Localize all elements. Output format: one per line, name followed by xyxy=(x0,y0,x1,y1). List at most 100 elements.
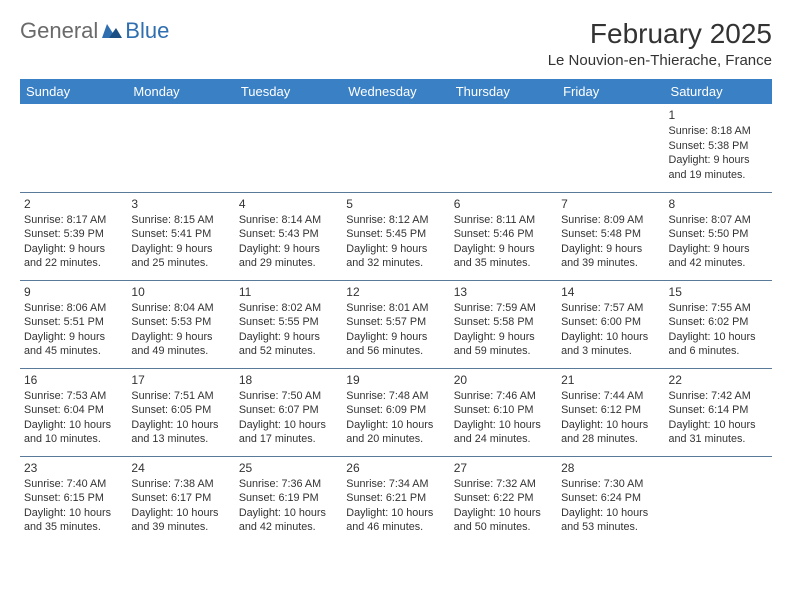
daylight-text: Daylight: 10 hours xyxy=(346,506,445,521)
sunset-text: Sunset: 6:00 PM xyxy=(561,315,660,330)
daylight-text: Daylight: 9 hours xyxy=(24,330,123,345)
sunrise-text: Sunrise: 8:09 AM xyxy=(561,213,660,228)
sunset-text: Sunset: 5:53 PM xyxy=(131,315,230,330)
sunrise-text: Sunrise: 7:34 AM xyxy=(346,477,445,492)
logo-triangle-icon xyxy=(102,20,122,43)
calendar-day-cell: 22Sunrise: 7:42 AMSunset: 6:14 PMDayligh… xyxy=(665,368,772,456)
daylight-text: and 32 minutes. xyxy=(346,256,445,271)
daylight-text: and 6 minutes. xyxy=(669,344,768,359)
sunset-text: Sunset: 6:07 PM xyxy=(239,403,338,418)
daylight-text: Daylight: 10 hours xyxy=(239,506,338,521)
location-label: Le Nouvion-en-Thierache, France xyxy=(548,52,772,69)
calendar-day-cell: 28Sunrise: 7:30 AMSunset: 6:24 PMDayligh… xyxy=(557,456,664,544)
logo: General Blue xyxy=(20,18,169,44)
calendar-day-cell: 9Sunrise: 8:06 AMSunset: 5:51 PMDaylight… xyxy=(20,280,127,368)
calendar-week-row: 23Sunrise: 7:40 AMSunset: 6:15 PMDayligh… xyxy=(20,456,772,544)
sunrise-text: Sunrise: 7:44 AM xyxy=(561,389,660,404)
sunrise-text: Sunrise: 8:18 AM xyxy=(669,124,768,139)
calendar-day-cell xyxy=(557,104,664,192)
sunrise-text: Sunrise: 7:42 AM xyxy=(669,389,768,404)
calendar-day-cell: 26Sunrise: 7:34 AMSunset: 6:21 PMDayligh… xyxy=(342,456,449,544)
sunrise-text: Sunrise: 8:06 AM xyxy=(24,301,123,316)
daylight-text: Daylight: 9 hours xyxy=(454,242,553,257)
daylight-text: and 20 minutes. xyxy=(346,432,445,447)
daylight-text: and 24 minutes. xyxy=(454,432,553,447)
sunrise-text: Sunrise: 7:59 AM xyxy=(454,301,553,316)
logo-text-blue: Blue xyxy=(125,18,169,44)
calendar-day-cell: 15Sunrise: 7:55 AMSunset: 6:02 PMDayligh… xyxy=(665,280,772,368)
calendar-table: Sunday Monday Tuesday Wednesday Thursday… xyxy=(20,79,772,544)
calendar-day-cell: 12Sunrise: 8:01 AMSunset: 5:57 PMDayligh… xyxy=(342,280,449,368)
sunset-text: Sunset: 6:19 PM xyxy=(239,491,338,506)
day-number: 5 xyxy=(346,196,445,212)
calendar-day-cell: 23Sunrise: 7:40 AMSunset: 6:15 PMDayligh… xyxy=(20,456,127,544)
daylight-text: Daylight: 10 hours xyxy=(24,506,123,521)
day-number: 6 xyxy=(454,196,553,212)
daylight-text: Daylight: 10 hours xyxy=(561,506,660,521)
weekday-header: Thursday xyxy=(450,79,557,104)
calendar-day-cell: 27Sunrise: 7:32 AMSunset: 6:22 PMDayligh… xyxy=(450,456,557,544)
daylight-text: Daylight: 10 hours xyxy=(131,506,230,521)
calendar-day-cell: 25Sunrise: 7:36 AMSunset: 6:19 PMDayligh… xyxy=(235,456,342,544)
daylight-text: and 17 minutes. xyxy=(239,432,338,447)
daylight-text: Daylight: 10 hours xyxy=(669,330,768,345)
sunset-text: Sunset: 6:17 PM xyxy=(131,491,230,506)
day-number: 13 xyxy=(454,284,553,300)
daylight-text: Daylight: 10 hours xyxy=(24,418,123,433)
calendar-day-cell: 10Sunrise: 8:04 AMSunset: 5:53 PMDayligh… xyxy=(127,280,234,368)
sunrise-text: Sunrise: 8:02 AM xyxy=(239,301,338,316)
daylight-text: and 39 minutes. xyxy=(561,256,660,271)
weekday-header: Monday xyxy=(127,79,234,104)
calendar-day-cell: 20Sunrise: 7:46 AMSunset: 6:10 PMDayligh… xyxy=(450,368,557,456)
day-number: 28 xyxy=(561,460,660,476)
weekday-header: Sunday xyxy=(20,79,127,104)
calendar-week-row: 2Sunrise: 8:17 AMSunset: 5:39 PMDaylight… xyxy=(20,192,772,280)
day-number: 7 xyxy=(561,196,660,212)
weekday-header: Tuesday xyxy=(235,79,342,104)
sunrise-text: Sunrise: 7:46 AM xyxy=(454,389,553,404)
day-number: 15 xyxy=(669,284,768,300)
daylight-text: Daylight: 9 hours xyxy=(561,242,660,257)
daylight-text: and 35 minutes. xyxy=(24,520,123,535)
day-number: 21 xyxy=(561,372,660,388)
sunset-text: Sunset: 6:12 PM xyxy=(561,403,660,418)
day-number: 22 xyxy=(669,372,768,388)
daylight-text: and 45 minutes. xyxy=(24,344,123,359)
day-number: 4 xyxy=(239,196,338,212)
sunset-text: Sunset: 5:43 PM xyxy=(239,227,338,242)
sunrise-text: Sunrise: 7:36 AM xyxy=(239,477,338,492)
daylight-text: Daylight: 10 hours xyxy=(131,418,230,433)
daylight-text: Daylight: 9 hours xyxy=(346,330,445,345)
daylight-text: Daylight: 10 hours xyxy=(669,418,768,433)
sunset-text: Sunset: 5:45 PM xyxy=(346,227,445,242)
sunrise-text: Sunrise: 7:57 AM xyxy=(561,301,660,316)
daylight-text: Daylight: 10 hours xyxy=(454,506,553,521)
sunset-text: Sunset: 5:55 PM xyxy=(239,315,338,330)
sunrise-text: Sunrise: 7:40 AM xyxy=(24,477,123,492)
daylight-text: Daylight: 10 hours xyxy=(346,418,445,433)
day-number: 12 xyxy=(346,284,445,300)
daylight-text: and 19 minutes. xyxy=(669,168,768,183)
calendar-day-cell: 17Sunrise: 7:51 AMSunset: 6:05 PMDayligh… xyxy=(127,368,234,456)
sunset-text: Sunset: 6:24 PM xyxy=(561,491,660,506)
calendar-day-cell: 24Sunrise: 7:38 AMSunset: 6:17 PMDayligh… xyxy=(127,456,234,544)
calendar-week-row: 9Sunrise: 8:06 AMSunset: 5:51 PMDaylight… xyxy=(20,280,772,368)
daylight-text: and 42 minutes. xyxy=(669,256,768,271)
calendar-day-cell xyxy=(127,104,234,192)
daylight-text: Daylight: 9 hours xyxy=(346,242,445,257)
weekday-header-row: Sunday Monday Tuesday Wednesday Thursday… xyxy=(20,79,772,104)
day-number: 3 xyxy=(131,196,230,212)
daylight-text: and 56 minutes. xyxy=(346,344,445,359)
sunrise-text: Sunrise: 8:01 AM xyxy=(346,301,445,316)
calendar-day-cell: 11Sunrise: 8:02 AMSunset: 5:55 PMDayligh… xyxy=(235,280,342,368)
calendar-day-cell: 21Sunrise: 7:44 AMSunset: 6:12 PMDayligh… xyxy=(557,368,664,456)
sunrise-text: Sunrise: 7:48 AM xyxy=(346,389,445,404)
sunrise-text: Sunrise: 7:30 AM xyxy=(561,477,660,492)
calendar-day-cell xyxy=(20,104,127,192)
sunrise-text: Sunrise: 7:50 AM xyxy=(239,389,338,404)
daylight-text: and 50 minutes. xyxy=(454,520,553,535)
daylight-text: Daylight: 9 hours xyxy=(239,242,338,257)
day-number: 20 xyxy=(454,372,553,388)
sunrise-text: Sunrise: 8:14 AM xyxy=(239,213,338,228)
calendar-day-cell: 4Sunrise: 8:14 AMSunset: 5:43 PMDaylight… xyxy=(235,192,342,280)
